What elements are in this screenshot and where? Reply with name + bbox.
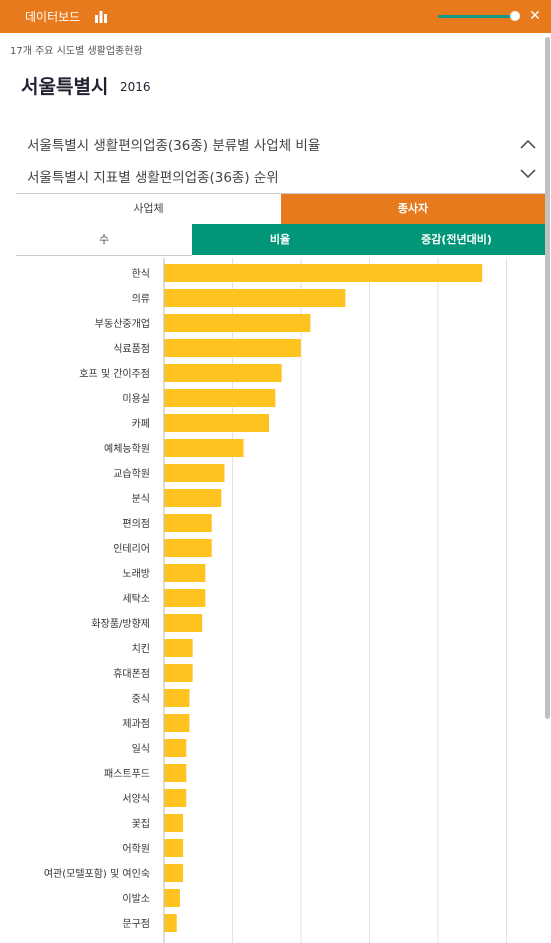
- category-label: 편의점: [122, 518, 150, 530]
- bar[interactable]: [164, 314, 311, 332]
- bar[interactable]: [164, 389, 276, 407]
- bar[interactable]: [164, 864, 184, 882]
- category-label: 예체능학원: [104, 443, 150, 455]
- close-icon[interactable]: ✕: [529, 8, 541, 24]
- region-year: 2016: [120, 80, 151, 94]
- slider-handle[interactable]: [510, 11, 520, 21]
- category-label: 여관(모텔포함) 및 여인숙: [44, 868, 150, 880]
- category-label: 패스트푸드: [104, 768, 150, 780]
- bar[interactable]: [164, 539, 212, 557]
- bar[interactable]: [164, 264, 483, 282]
- tab-business[interactable]: 사업체: [16, 194, 281, 225]
- bar[interactable]: [164, 364, 282, 382]
- section-indicator-rank[interactable]: 서울특별시 지표별 생활편의업종(36종) 순위: [27, 170, 279, 186]
- bar[interactable]: [164, 514, 212, 532]
- category-label: 인테리어: [113, 543, 150, 555]
- bar[interactable]: [164, 289, 346, 307]
- tab-employees[interactable]: 종사자: [281, 194, 545, 224]
- category-label: 일식: [132, 743, 150, 755]
- category-label: 이발소: [122, 893, 150, 905]
- bar[interactable]: [164, 914, 177, 932]
- bar[interactable]: [164, 664, 193, 682]
- bar[interactable]: [164, 764, 187, 782]
- category-label: 분식: [132, 493, 150, 505]
- metric-tabs: 사업체 종사자: [16, 193, 545, 225]
- bar[interactable]: [164, 489, 222, 507]
- category-label: 식료품점: [113, 343, 150, 355]
- scrollbar-thumb[interactable]: [545, 37, 550, 719]
- category-label: 한식: [132, 268, 150, 280]
- bar[interactable]: [164, 814, 184, 832]
- breadcrumb: 17개 주요 시도별 생활업종현황: [10, 46, 143, 57]
- category-label: 미용실: [122, 393, 150, 405]
- chevron-up-icon[interactable]: [518, 137, 538, 151]
- category-label: 중식: [132, 693, 150, 705]
- category-label: 휴대폰점: [113, 668, 150, 680]
- tab-count[interactable]: 수: [16, 224, 192, 256]
- category-label: 서양식: [122, 793, 150, 805]
- opacity-slider[interactable]: [438, 15, 515, 18]
- category-label: 화장품/방향제: [91, 618, 150, 630]
- category-label: 문구점: [122, 918, 150, 930]
- bar[interactable]: [164, 464, 225, 482]
- category-label: 부동산중개업: [95, 317, 150, 330]
- category-label: 제과점: [122, 718, 150, 730]
- category-label: 노래방: [122, 568, 150, 580]
- tab-ratio[interactable]: 비율: [192, 224, 368, 255]
- category-label: 치킨: [132, 643, 150, 655]
- header-bar: 데이터보드 ✕: [0, 0, 551, 33]
- app-title: 데이터보드: [25, 10, 81, 24]
- bar[interactable]: [164, 564, 206, 582]
- category-label: 호프 및 간이주점: [79, 368, 150, 380]
- bar[interactable]: [164, 589, 206, 607]
- bar[interactable]: [164, 739, 187, 757]
- bar[interactable]: [164, 689, 190, 707]
- category-label: 세탁소: [122, 593, 150, 605]
- measure-tabs: 수 비율 증감(전년대비): [16, 224, 545, 256]
- bar[interactable]: [164, 439, 244, 457]
- region-title: 서울특별시: [21, 76, 109, 98]
- category-label: 어학원: [122, 843, 150, 855]
- bar[interactable]: [164, 714, 190, 732]
- bar[interactable]: [164, 889, 180, 907]
- bar[interactable]: [164, 839, 184, 857]
- bar[interactable]: [164, 639, 193, 657]
- category-label: 의류: [132, 293, 150, 305]
- bar[interactable]: [164, 414, 269, 432]
- bar[interactable]: [164, 614, 203, 632]
- category-label: 꽃집: [132, 818, 150, 830]
- bar[interactable]: [164, 789, 187, 807]
- chevron-down-icon[interactable]: [518, 167, 538, 181]
- tab-change[interactable]: 증감(전년대비): [368, 224, 545, 255]
- bar-chart-icon[interactable]: [94, 9, 108, 23]
- category-label: 교습학원: [113, 468, 150, 480]
- bar[interactable]: [164, 339, 301, 357]
- category-label: 카페: [132, 418, 150, 430]
- section-business-ratio[interactable]: 서울특별시 생활편의업종(36종) 분류별 사업체 비율: [27, 138, 321, 154]
